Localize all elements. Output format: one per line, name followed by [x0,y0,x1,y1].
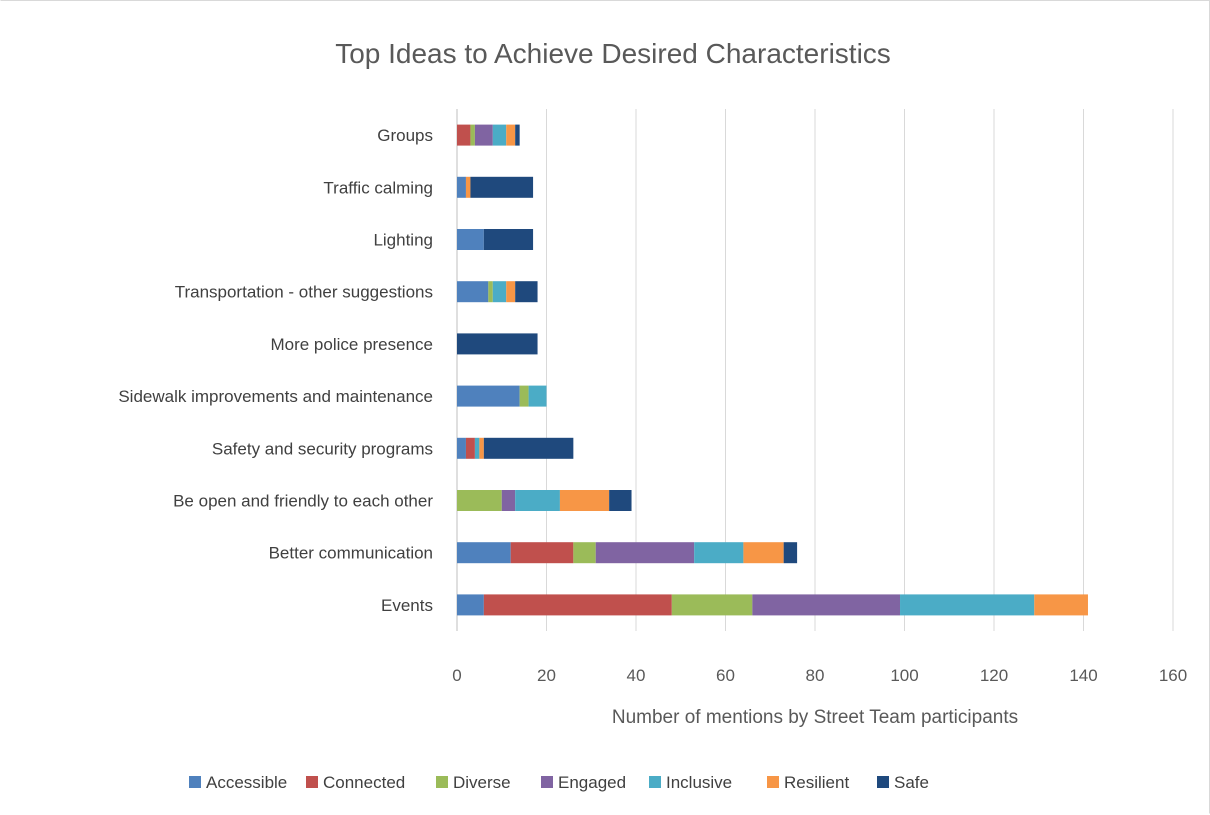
bar-engaged-events [752,594,901,616]
category-label: Be open and friendly to each other [173,492,433,511]
bar-accessible-traffic-calming [457,176,466,198]
bar-diverse-groups [470,124,475,146]
gridlines [456,109,1174,631]
x-tick-label: 0 [452,666,461,685]
bar-accessible-better-communication [457,542,511,564]
bar-safe-groups [515,124,520,146]
category-label: Lighting [373,231,433,250]
bar-safe-better-communication [783,542,798,564]
legend: Accessible Connected Diverse Engaged Inclusi… [189,773,929,792]
legend-label-accessible: Accessible [206,773,287,792]
bar-engaged-groups [474,124,493,146]
bar-accessible-sidewalk-improvements-and-maintenance [457,385,520,407]
bar-accessible-lighting [457,229,484,250]
bar-inclusive-sidewalk-improvements-and-maintenance [528,385,547,407]
bar-connected-safety-and-security-programs [465,437,475,459]
legend-swatch-diverse [436,776,448,788]
bar-accessible-transportation-other-suggestions [457,281,489,303]
x-tick-label: 140 [1069,666,1097,685]
category-label: Sidewalk improvements and maintenance [118,387,433,406]
bar-resilient-better-communication [743,542,784,564]
x-axis-title: Number of mentions by Street Team partic… [612,707,1018,728]
legend-swatch-connected [306,776,318,788]
bar-safe-lighting [483,229,534,250]
bars [457,124,1088,616]
bar-safe-more-police-presence [457,333,538,355]
legend-label-engaged: Engaged [558,773,626,792]
bar-diverse-transportation-other-suggestions [488,281,493,303]
bar-accessible-events [457,594,484,616]
legend-swatch-safe [877,776,889,788]
bar-inclusive-be-open-and-friendly-to-each-other [515,490,560,511]
x-tick-label: 160 [1159,666,1187,685]
legend-swatch-resilient [767,776,779,788]
bar-engaged-be-open-and-friendly-to-each-other [501,490,516,511]
x-tick-labels: 0 20 40 60 80 100 120 140 160 [452,666,1187,685]
legend-label-connected: Connected [323,773,405,792]
category-label: Better communication [269,544,433,563]
legend-label-diverse: Diverse [453,773,511,792]
category-label: Transportation - other suggestions [175,283,433,302]
bar-inclusive-groups [492,124,507,146]
category-labels: Events Better communication Be open and fr… [118,126,433,615]
bar-resilient-traffic-calming [465,176,471,198]
x-tick-label: 20 [537,666,556,685]
bar-safe-traffic-calming [470,176,534,198]
category-label: Traffic calming [323,178,433,197]
x-tick-label: 80 [806,666,825,685]
bar-connected-groups [457,124,471,146]
bar-engaged-better-communication [595,542,695,564]
legend-swatch-inclusive [649,776,661,788]
category-label: Groups [377,126,433,145]
bar-resilient-be-open-and-friendly-to-each-other [559,490,610,511]
bar-inclusive-events [900,594,1035,616]
legend-label-safe: Safe [894,773,929,792]
bar-resilient-safety-and-security-programs [479,437,484,459]
chart-title: Top Ideas to Achieve Desired Characteris… [335,38,891,69]
bar-inclusive-better-communication [694,542,744,564]
bar-safe-safety-and-security-programs [483,437,574,459]
x-tick-label: 100 [890,666,918,685]
legend-label-resilient: Resilient [784,773,849,792]
bar-diverse-be-open-and-friendly-to-each-other [457,490,502,511]
legend-swatch-accessible [189,776,201,788]
category-label: Events [381,596,433,615]
bar-resilient-transportation-other-suggestions [506,281,516,303]
legend-swatch-engaged [541,776,553,788]
category-label: Safety and security programs [212,439,433,458]
x-tick-label: 60 [716,666,735,685]
bar-safe-transportation-other-suggestions [515,281,538,303]
bar-accessible-safety-and-security-programs [457,437,466,459]
bar-diverse-events [671,594,753,616]
bar-diverse-better-communication [573,542,596,564]
category-label: More police presence [270,335,433,354]
bar-connected-better-communication [510,542,574,564]
bar-resilient-groups [506,124,516,146]
bar-resilient-events [1034,594,1088,616]
legend-label-inclusive: Inclusive [666,773,732,792]
bar-connected-events [483,594,672,616]
x-tick-label: 120 [980,666,1008,685]
bar-safe-be-open-and-friendly-to-each-other [609,490,632,511]
bar-inclusive-safety-and-security-programs [474,437,480,459]
bar-inclusive-transportation-other-suggestions [492,281,507,303]
bar-diverse-sidewalk-improvements-and-maintenance [519,385,529,407]
x-tick-label: 40 [627,666,646,685]
